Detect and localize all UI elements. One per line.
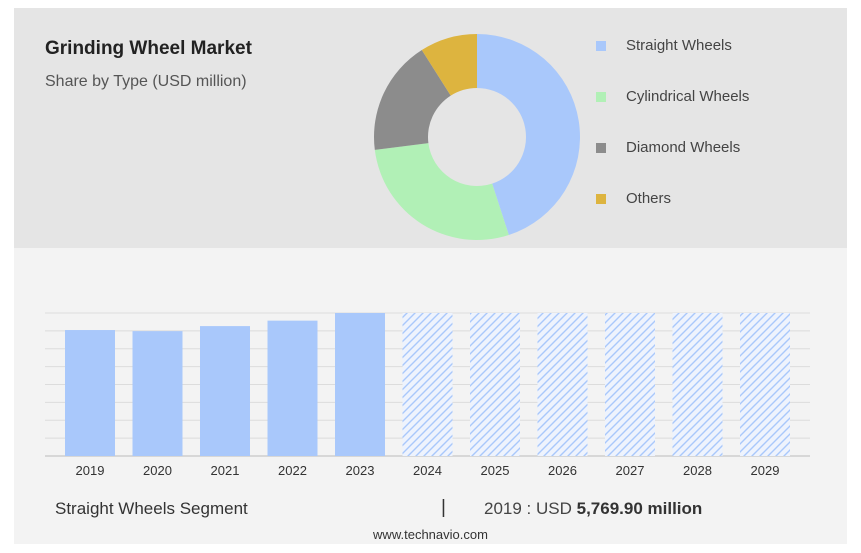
legend-swatch <box>596 91 606 102</box>
bar-2025[interactable] <box>470 313 520 456</box>
legend-swatch <box>596 142 606 153</box>
x-tick-label-2019: 2019 <box>76 463 105 478</box>
x-tick-label-2025: 2025 <box>481 463 510 478</box>
chart-title: Grinding Wheel Market <box>45 38 252 59</box>
x-tick-label-2020: 2020 <box>143 463 172 478</box>
segment-value: 2019 : USD 5,769.90 million <box>484 499 702 519</box>
legend-label: Cylindrical Wheels <box>626 88 750 105</box>
x-tick-label-2027: 2027 <box>616 463 645 478</box>
donut-slice-cylindrical-wheels[interactable] <box>374 143 509 240</box>
legend-swatch <box>596 193 606 204</box>
bar-2019[interactable] <box>65 330 115 456</box>
legend-swatch <box>596 40 606 51</box>
donut-slice-straight-wheels[interactable] <box>477 34 581 235</box>
bar-2021[interactable] <box>200 326 250 456</box>
x-tick-label-2021: 2021 <box>211 463 240 478</box>
donut-slice-others[interactable] <box>421 34 477 96</box>
donut-legend: Straight Wheels Cylindrical Wheels Diamond… <box>596 20 749 224</box>
segment-label: Straight Wheels Segment <box>55 499 248 518</box>
chart-subtitle: Share by Type (USD million) <box>45 73 247 90</box>
segment-value-prefix: 2019 : USD <box>484 499 572 518</box>
x-tick-label-2022: 2022 <box>278 463 307 478</box>
legend-label: Diamond Wheels <box>626 139 741 156</box>
bar-2028[interactable] <box>672 313 723 456</box>
x-tick-label-2023: 2023 <box>346 463 375 478</box>
bar-2023[interactable] <box>335 313 385 456</box>
legend-item-cylindrical-wheels[interactable]: Cylindrical Wheels <box>596 71 749 122</box>
legend-item-diamond-wheels[interactable]: Diamond Wheels <box>596 122 749 173</box>
x-tick-label-2024: 2024 <box>413 463 442 478</box>
footer-separator: | <box>441 497 446 518</box>
legend-item-others[interactable]: Others <box>596 173 749 224</box>
x-tick-label-2029: 2029 <box>751 463 780 478</box>
bar-2024[interactable] <box>402 313 453 456</box>
x-tick-label-2028: 2028 <box>683 463 712 478</box>
legend-label: Straight Wheels <box>626 37 732 54</box>
bar-2020[interactable] <box>132 331 183 456</box>
source-link[interactable]: www.technavio.com <box>373 527 488 542</box>
bar-2022[interactable] <box>267 320 318 456</box>
donut-slice-diamond-wheels[interactable] <box>374 50 451 150</box>
legend-item-straight-wheels[interactable]: Straight Wheels <box>596 20 749 71</box>
x-tick-label-2026: 2026 <box>548 463 577 478</box>
bar-2027[interactable] <box>605 313 655 456</box>
legend-label: Others <box>626 190 672 207</box>
segment-value-amount: 5,769.90 million <box>576 499 703 518</box>
bar-2026[interactable] <box>537 313 588 456</box>
bar-2029[interactable] <box>740 313 790 456</box>
